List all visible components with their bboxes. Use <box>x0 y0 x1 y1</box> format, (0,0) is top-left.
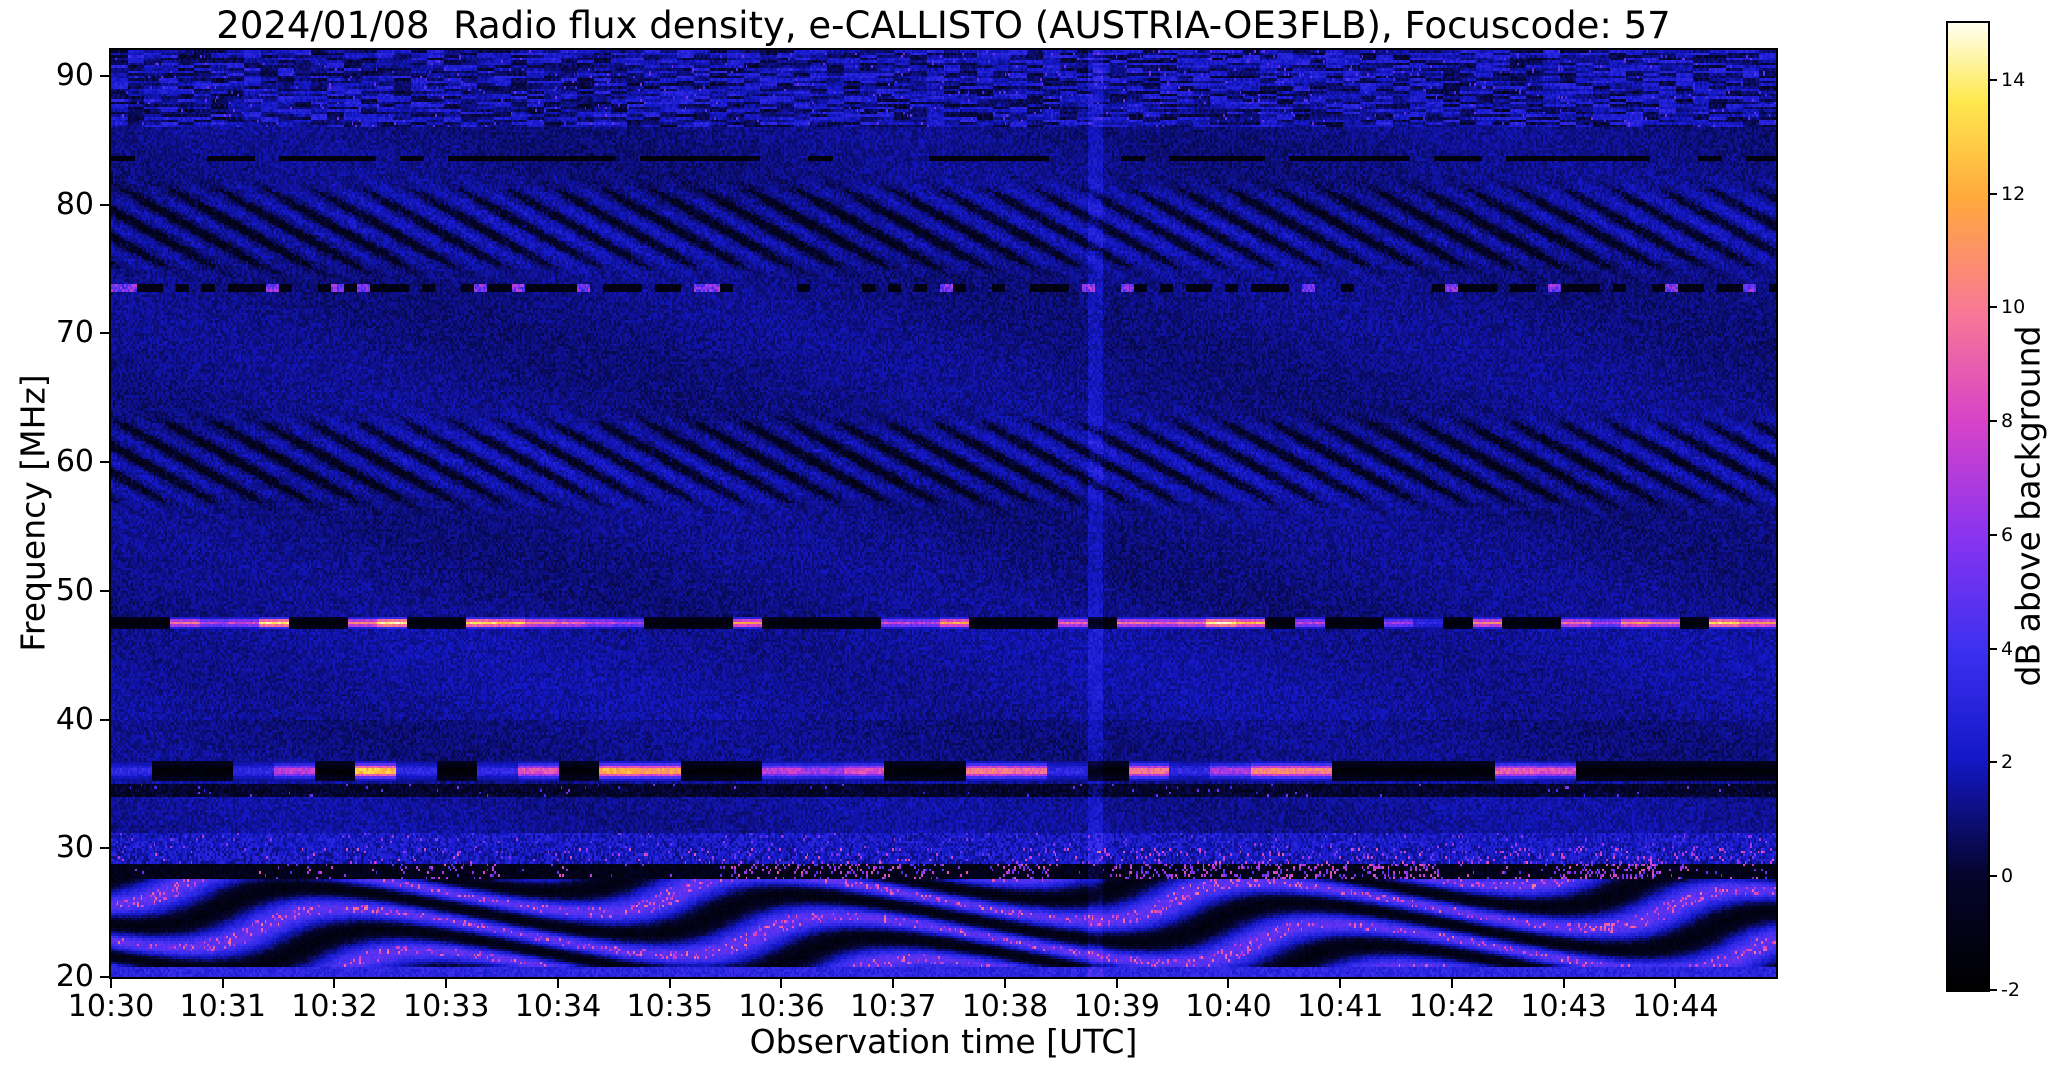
colorbar-tick-mark <box>1990 420 1997 423</box>
x-tick-label: 10:40 <box>1185 989 1272 1024</box>
y-tick-mark <box>100 718 109 721</box>
x-tick-mark <box>1003 979 1006 988</box>
x-tick-mark <box>780 979 783 988</box>
x-tick-mark <box>333 979 336 988</box>
x-tick-label: 10:34 <box>514 989 602 1024</box>
x-tick-label: 10:31 <box>179 989 266 1024</box>
x-tick-label: 10:41 <box>1296 989 1384 1024</box>
x-tick-label: 10:33 <box>403 989 490 1024</box>
y-tick-mark <box>100 589 109 592</box>
colorbar-tick-label: 0 <box>2001 865 2014 888</box>
x-axis-label: Observation time [UTC] <box>749 1022 1138 1061</box>
x-tick-mark <box>445 979 448 988</box>
chart-title: 2024/01/08 Radio flux density, e-CALLIST… <box>216 4 1671 47</box>
y-tick-label: 20 <box>55 959 94 994</box>
y-tick-mark <box>100 461 109 463</box>
x-tick-mark <box>221 979 224 988</box>
x-tick-label: 10:38 <box>961 989 1049 1024</box>
y-tick-label: 80 <box>55 186 94 222</box>
colorbar-tick-mark <box>1990 989 1997 991</box>
x-tick-label: 10:37 <box>849 989 937 1024</box>
x-tick-mark <box>668 979 671 988</box>
x-tick-mark <box>1450 979 1453 988</box>
x-tick-mark <box>892 979 895 988</box>
y-tick-label: 40 <box>55 701 94 737</box>
colorbar-tick-label: 10 <box>2001 296 2026 319</box>
y-axis-label: Frequency [MHz] <box>13 374 53 652</box>
y-tick-label: 70 <box>55 315 94 351</box>
x-tick-label: 10:43 <box>1520 989 1607 1024</box>
y-tick-mark <box>100 847 109 850</box>
colorbar-tick-mark <box>1990 306 1997 309</box>
x-tick-label: 10:35 <box>626 989 713 1024</box>
x-tick-mark <box>110 979 112 988</box>
x-tick-mark <box>1674 979 1677 988</box>
colorbar-tick-mark <box>1990 875 1997 878</box>
colorbar-tick-mark <box>1990 533 1997 536</box>
x-tick-mark <box>556 979 559 988</box>
y-tick-mark <box>100 332 109 335</box>
x-tick-label: 10:44 <box>1632 989 1719 1024</box>
colorbar-tick-mark <box>1990 647 1997 650</box>
y-tick-mark <box>100 976 109 978</box>
y-tick-mark <box>100 203 109 206</box>
colorbar-tick-mark <box>1990 78 1997 81</box>
colorbar-tick-label: 14 <box>2001 68 2026 91</box>
colorbar-tick-mark <box>1990 761 1997 764</box>
colorbar-tick-label: 12 <box>2001 182 2026 205</box>
colorbar-tick-label: 2 <box>2001 751 2014 774</box>
colorbar-tick-label: -2 <box>2001 979 2020 1001</box>
x-tick-label: 10:30 <box>67 989 155 1024</box>
x-tick-mark <box>1227 979 1230 988</box>
spectrogram-heatmap <box>111 50 1776 977</box>
y-tick-mark <box>100 74 109 77</box>
y-tick-label: 90 <box>55 57 94 93</box>
x-tick-label: 10:42 <box>1408 989 1496 1024</box>
x-tick-label: 10:32 <box>291 989 378 1024</box>
x-tick-mark <box>1115 979 1118 988</box>
colorbar-label: dB above background <box>2008 325 2047 687</box>
colorbar-tick-mark <box>1990 192 1997 195</box>
x-tick-mark <box>1339 979 1342 988</box>
y-tick-label: 30 <box>55 830 94 866</box>
x-tick-label: 10:39 <box>1073 989 1160 1024</box>
x-tick-mark <box>1562 979 1565 988</box>
x-tick-label: 10:36 <box>738 989 825 1024</box>
colorbar-gradient <box>1948 23 1988 990</box>
